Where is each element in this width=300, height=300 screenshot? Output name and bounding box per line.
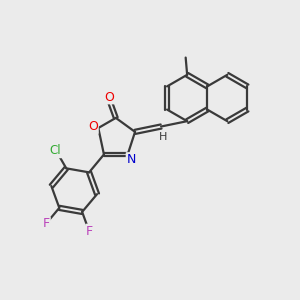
Text: F: F <box>86 224 93 238</box>
Text: O: O <box>104 91 114 103</box>
Text: H: H <box>159 132 167 142</box>
Text: Cl: Cl <box>50 144 62 158</box>
Text: N: N <box>127 153 136 166</box>
Text: F: F <box>43 218 50 230</box>
Text: O: O <box>88 120 98 133</box>
